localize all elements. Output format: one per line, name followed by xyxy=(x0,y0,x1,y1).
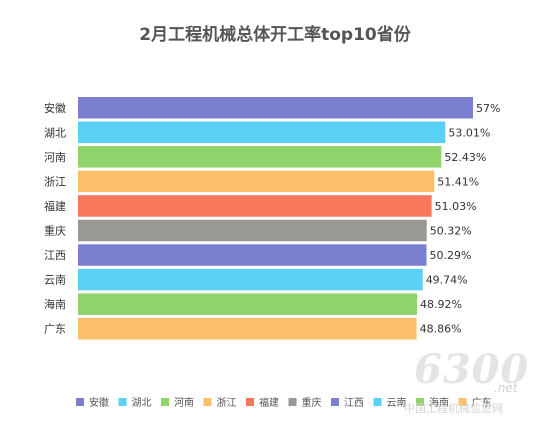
value-label: 53.01% xyxy=(448,126,490,139)
category-label: 安徽 xyxy=(44,101,66,115)
legend-swatch xyxy=(288,398,297,406)
value-label: 51.41% xyxy=(437,175,479,188)
value-label: 48.86% xyxy=(420,323,462,336)
watermark-logo: 6300 xyxy=(414,346,530,393)
value-label: 49.74% xyxy=(426,274,468,287)
bar-10 xyxy=(78,317,417,340)
legend-swatch xyxy=(76,398,84,406)
bar-8 xyxy=(78,268,423,291)
category-label: 江西 xyxy=(44,249,66,262)
watermark-text: 中国工程机械信息网 xyxy=(404,402,503,415)
legend-label: 浙江 xyxy=(217,397,237,409)
category-label: 湖北 xyxy=(44,126,66,139)
bar-5 xyxy=(78,195,432,217)
category-label: 河南 xyxy=(44,151,66,164)
bar-4 xyxy=(78,170,435,193)
legend-swatch xyxy=(373,398,382,406)
category-label: 云南 xyxy=(44,274,66,287)
chart-title: 2月工程机械总体开工率top10省份 xyxy=(139,25,411,45)
legend-swatch xyxy=(161,398,169,406)
legend-label: 湖北 xyxy=(132,397,152,409)
category-label: 浙江 xyxy=(44,175,66,188)
legend-label: 安徽 xyxy=(89,396,109,409)
watermark-domain: .net xyxy=(494,381,518,395)
legend-label: 云南 xyxy=(387,396,407,409)
category-label: 重庆 xyxy=(44,224,66,238)
bar-1 xyxy=(78,97,473,119)
value-label: 51.03% xyxy=(435,200,477,213)
legend-swatch xyxy=(416,398,424,406)
legend-label: 河南 xyxy=(174,396,194,409)
legend-label: 江西 xyxy=(344,397,364,409)
bar-7 xyxy=(78,244,427,266)
legend-swatch xyxy=(331,398,339,406)
legend-label: 海南 xyxy=(429,396,449,409)
category-label: 海南 xyxy=(44,297,66,311)
value-label: 57% xyxy=(476,102,500,115)
legend-swatch xyxy=(118,398,127,406)
legend-swatch xyxy=(246,398,254,406)
bar-2 xyxy=(78,121,446,144)
legend-swatch xyxy=(203,398,212,406)
value-label: 48.92% xyxy=(420,298,462,311)
value-label: 50.29% xyxy=(430,249,472,262)
bar-6 xyxy=(78,219,427,242)
category-label: 广东 xyxy=(44,323,66,336)
legend-label: 重庆 xyxy=(302,396,322,409)
bar-9 xyxy=(78,293,418,315)
category-label: 福建 xyxy=(44,199,66,213)
legend-label: 广东 xyxy=(472,396,492,409)
value-label: 52.43% xyxy=(444,151,486,164)
legend-swatch xyxy=(458,398,467,406)
value-label: 50.32% xyxy=(430,225,472,238)
bar-3 xyxy=(78,146,442,168)
legend-label: 福建 xyxy=(259,396,279,409)
